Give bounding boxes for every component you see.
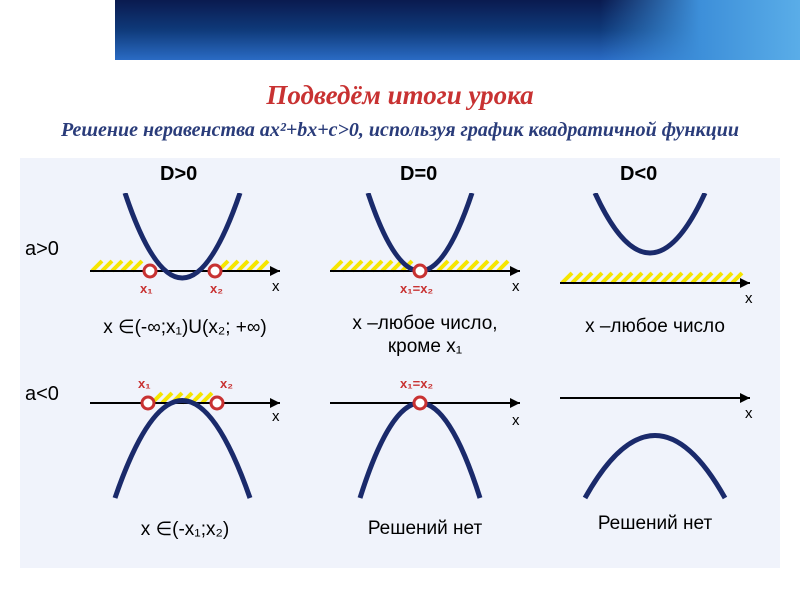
main-title: Подведём итоги урока xyxy=(30,80,770,111)
svg-text:x₁=x₂: x₁=x₂ xyxy=(400,376,433,391)
plot-a-neg-d-zero: x x₁=x₂ xyxy=(310,363,540,503)
answer-r1c2: x –любое число, кроме x₁ xyxy=(310,313,540,359)
svg-text:x₁: x₁ xyxy=(140,281,153,296)
svg-text:x₁=x₂: x₁=x₂ xyxy=(400,281,433,296)
title-block: Подведём итоги урока Решение неравенства… xyxy=(0,60,800,153)
answer-r1c2-l2: кроме x₁ xyxy=(388,336,462,357)
svg-text:x: x xyxy=(512,412,520,429)
col-header-d-zero: D=0 xyxy=(400,163,437,186)
summary-grid: D>0 D=0 D<0 a>0 a<0 x x₁ xyxy=(20,158,780,568)
svg-text:x: x xyxy=(745,290,753,307)
svg-text:x: x xyxy=(512,278,520,295)
answer-r2c3: Решений нет xyxy=(550,513,760,535)
svg-text:x: x xyxy=(745,405,753,422)
col-header-d-neg: D<0 xyxy=(620,163,657,186)
svg-text:x₂: x₂ xyxy=(210,281,223,296)
answer-r2c2: Решений нет xyxy=(320,518,530,540)
answer-r1c2-l1: x –любое число, xyxy=(352,313,497,334)
plot-a-pos-d-neg: x xyxy=(540,193,770,313)
plot-a-neg-d-neg: x xyxy=(540,363,770,503)
plot-a-neg-d-pos: x x₁ x₂ xyxy=(70,363,300,503)
row-label-a-neg: a<0 xyxy=(25,383,59,406)
svg-text:x: x xyxy=(272,408,280,425)
svg-text:x₂: x₂ xyxy=(220,376,233,391)
subtitle: Решение неравенства ax²+bx+c>0, использу… xyxy=(30,117,770,143)
answer-r1c1: x ∈(-∞;x₁)U(x₂; +∞) xyxy=(60,316,310,339)
col-header-d-pos: D>0 xyxy=(160,163,197,186)
plot-a-pos-d-pos: x x₁ x₂ xyxy=(70,193,300,313)
svg-text:x: x xyxy=(272,278,280,295)
answer-r2c1: x ∈(-x₁;x₂) xyxy=(85,518,285,541)
row-label-a-pos: a>0 xyxy=(25,238,59,261)
svg-text:x₁: x₁ xyxy=(138,376,151,391)
answer-r1c3: x –любое число xyxy=(540,316,770,338)
top-banner xyxy=(0,0,800,60)
plot-a-pos-d-zero: x x₁=x₂ xyxy=(310,193,540,313)
